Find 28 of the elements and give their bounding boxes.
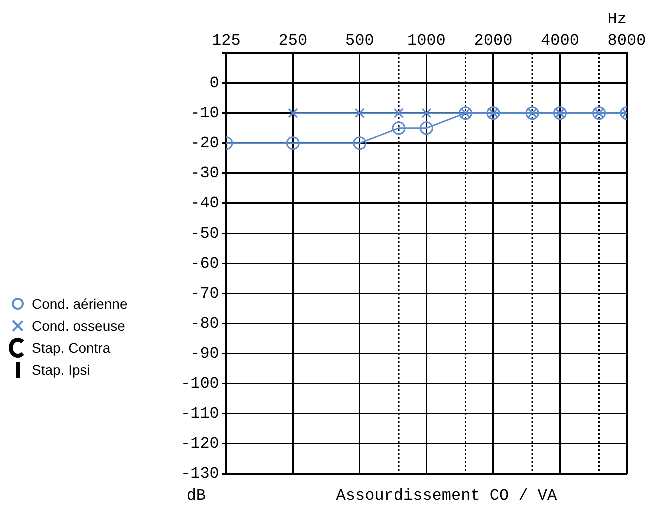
- y-tick-label: -60: [190, 254, 220, 273]
- y-tick-label: -50: [190, 224, 220, 243]
- y-axis-title: dB: [186, 487, 206, 506]
- x-tick-label: 1000: [408, 32, 446, 50]
- y-tick-label: -20: [190, 134, 220, 153]
- legend-label: Cond. aérienne: [32, 296, 128, 312]
- y-tick-label: -110: [181, 405, 220, 424]
- y-tick-label: -40: [190, 194, 220, 213]
- y-tick-label: -30: [190, 164, 220, 183]
- legend-label: Stap. Contra: [32, 340, 111, 356]
- y-tick-label: -90: [190, 345, 220, 364]
- y-tick-label: -120: [181, 435, 220, 454]
- x-tick-label: 500: [346, 32, 374, 50]
- y-tick-label: -70: [190, 284, 220, 303]
- x-tick-label: 2000: [474, 32, 513, 50]
- x-tick-label: 250: [278, 32, 308, 50]
- legend-label: Cond. osseuse: [32, 318, 126, 334]
- y-tick-label: -10: [190, 104, 220, 123]
- y-tick-label: -80: [190, 314, 220, 333]
- y-tick-label: -100: [181, 375, 220, 394]
- x-axis-title: Hz: [608, 10, 627, 28]
- legend-label: Stap. Ipsi: [32, 362, 90, 378]
- x-tick-label: 4000: [541, 32, 580, 50]
- x-tick-label: 8000: [608, 32, 646, 50]
- text: Assourdissement CO / VA: [336, 487, 558, 506]
- y-tick-label: 0: [210, 74, 220, 92]
- y-tick-label: -130: [181, 465, 220, 484]
- x-tick-label: 125: [212, 32, 241, 50]
